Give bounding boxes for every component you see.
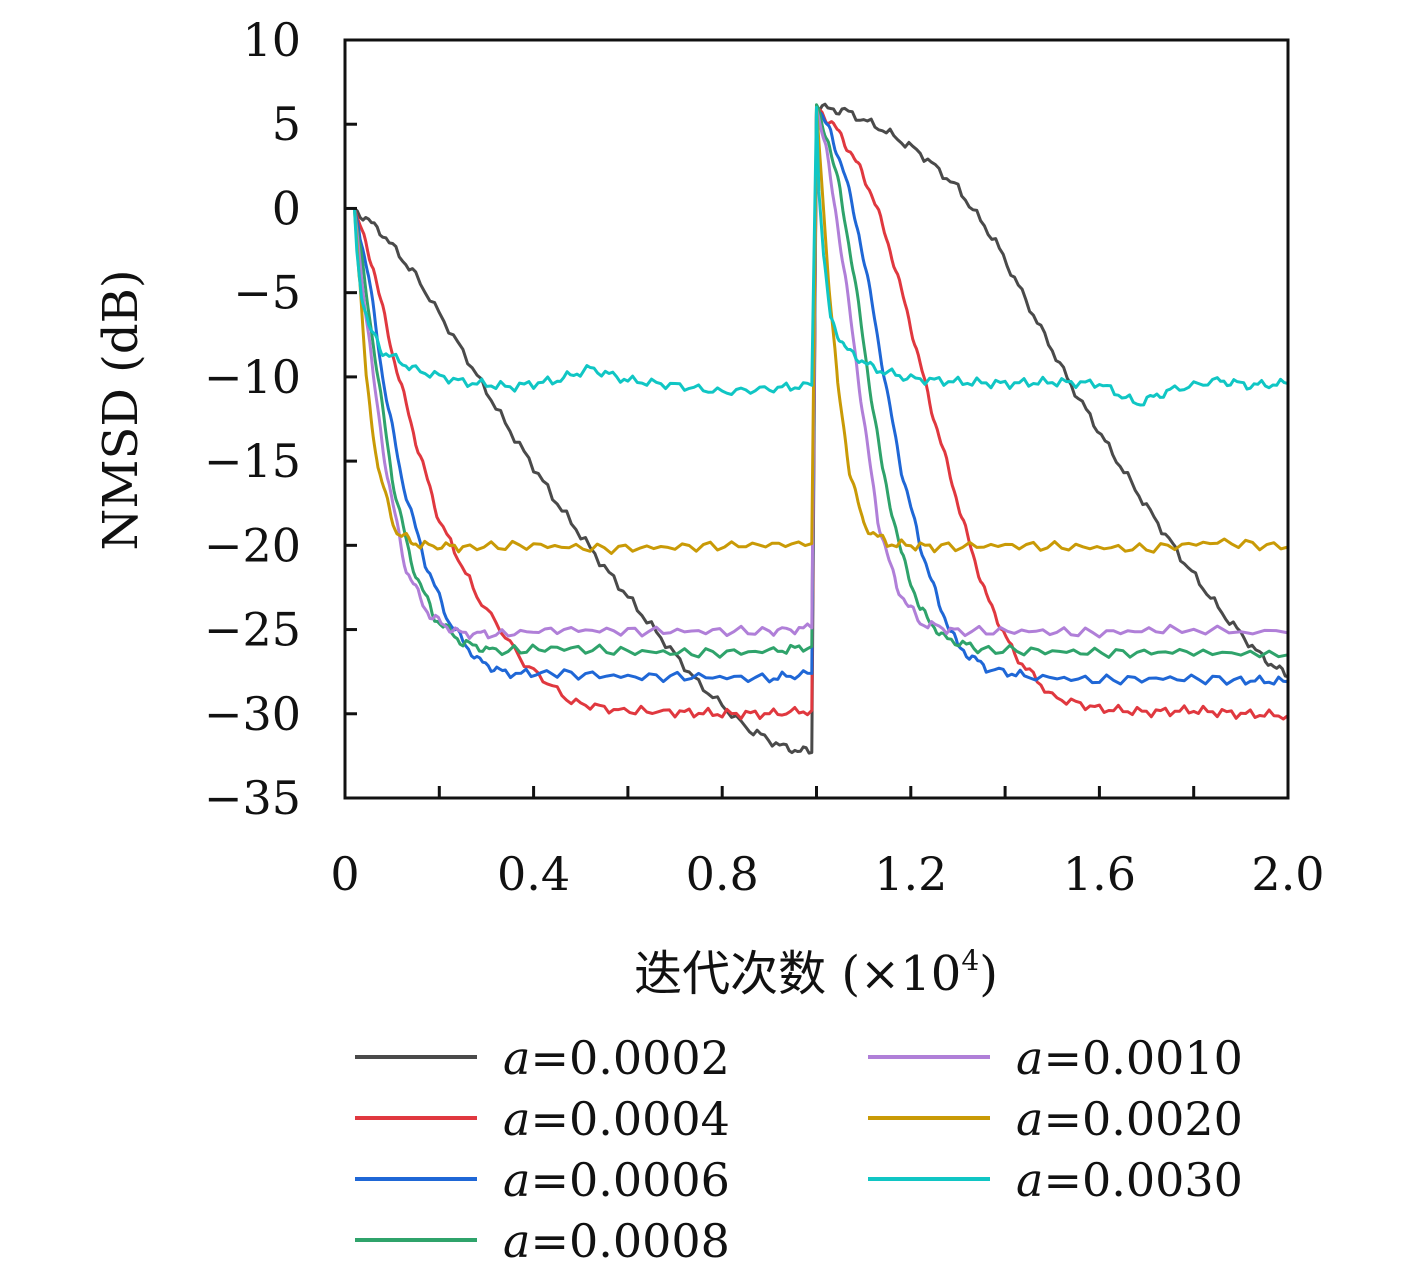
y-tick-label: −20	[204, 518, 301, 572]
legend: a=0.0002 a=0.0004 a=0.0006 a=0.0008 a=0.0010…	[355, 1031, 1243, 1268]
x-axis-label-close: )	[979, 946, 998, 1002]
series-line-a=0.0008	[352, 103, 1289, 659]
y-tick-label: −15	[204, 434, 301, 488]
legend-label-a=0.0010: a=0.0010	[1016, 1031, 1243, 1085]
legend-label-a=0.0002: a=0.0002	[503, 1031, 730, 1085]
x-tick-label: 0	[330, 847, 359, 901]
x-axis-label-sup: 4	[961, 944, 979, 977]
x-axis-label: 迭代次数 (×104)	[634, 944, 998, 1002]
series-line-a=0.0020	[352, 105, 1289, 555]
legend-label-a=0.0030: a=0.0030	[1016, 1153, 1243, 1207]
ticks-layer: 10 5 0 −5 −10 −15 −20 −25 −30 −35 0 0.4 0.8 1.2 1.6 2.0	[204, 13, 1325, 901]
series-line-a=0.0006	[352, 110, 1289, 686]
series-line-a=0.0030	[352, 105, 1289, 407]
x-axis-label-main: 迭代次数 (×10	[634, 946, 961, 1002]
y-tick-label: 5	[272, 97, 301, 151]
y-tick-label: −25	[204, 603, 301, 657]
x-tick-label: 1.2	[874, 847, 947, 901]
legend-label-a=0.0004: a=0.0004	[503, 1092, 730, 1146]
y-tick-label: 10	[242, 13, 301, 67]
x-tick-label: 2.0	[1251, 847, 1324, 901]
y-tick-label: −5	[233, 266, 301, 320]
series-layer	[352, 102, 1289, 755]
x-tick-label: 1.6	[1063, 847, 1136, 901]
series-line-a=0.0004	[352, 104, 1289, 721]
x-tick-label: 0.4	[497, 847, 570, 901]
legend-label-a=0.0008: a=0.0008	[503, 1214, 730, 1268]
series-line-a=0.0002	[353, 102, 1289, 755]
y-tick-label: 0	[272, 181, 301, 235]
legend-label-a=0.0006: a=0.0006	[503, 1153, 730, 1207]
y-tick-label: −10	[204, 350, 301, 404]
x-tick-label: 0.8	[686, 847, 759, 901]
y-axis-label: NMSD (dB)	[93, 269, 149, 550]
y-tick-label: −35	[204, 771, 301, 825]
legend-label-a=0.0020: a=0.0020	[1016, 1092, 1243, 1146]
y-tick-label: −30	[204, 687, 301, 741]
